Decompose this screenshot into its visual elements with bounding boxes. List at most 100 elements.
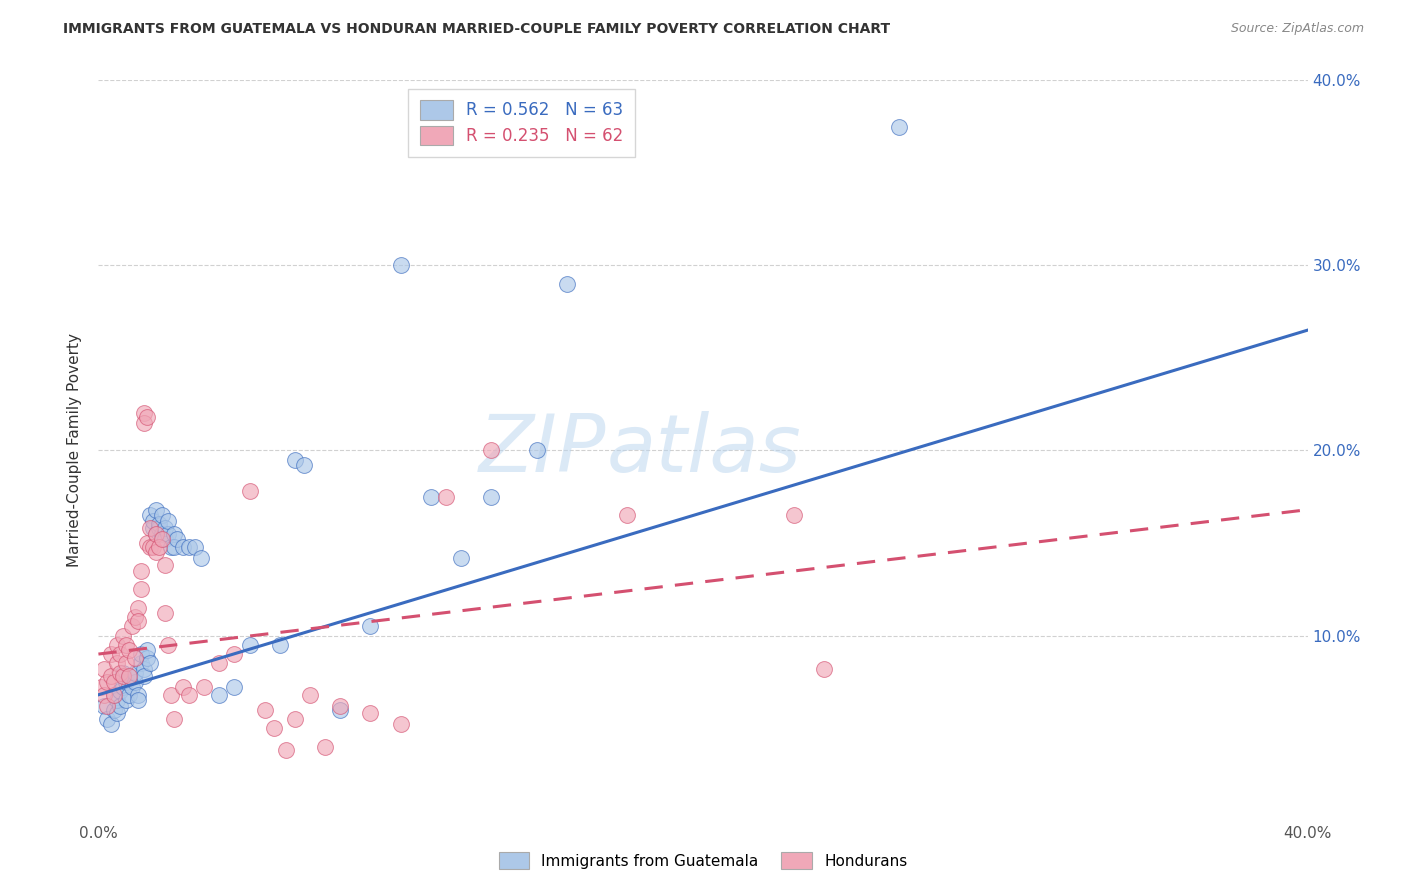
Point: [127, 693, 149, 707]
Point: [184, 540, 207, 554]
Point: [160, 540, 183, 554]
Point: [90, 681, 112, 695]
Point: [118, 669, 141, 683]
Point: [179, 688, 201, 702]
Point: [360, 706, 382, 721]
Point: [153, 533, 176, 547]
Point: [127, 600, 149, 615]
Point: [239, 638, 262, 652]
Point: [145, 545, 167, 559]
Point: [253, 703, 276, 717]
Point: [132, 416, 155, 430]
Point: [269, 638, 291, 652]
Point: [127, 688, 149, 702]
Point: [783, 508, 806, 523]
Point: [135, 410, 157, 425]
Point: [114, 693, 136, 707]
Point: [108, 665, 131, 680]
Point: [96, 674, 118, 689]
Point: [121, 619, 143, 633]
Point: [329, 698, 352, 713]
Point: [148, 521, 170, 535]
Point: [129, 657, 152, 671]
Point: [284, 712, 307, 726]
Point: [93, 698, 115, 713]
Point: [111, 681, 134, 695]
Point: [263, 721, 285, 735]
Point: [135, 650, 157, 665]
Point: [105, 693, 128, 707]
Point: [100, 647, 122, 661]
Point: [103, 688, 125, 702]
Point: [114, 657, 136, 671]
Point: [139, 521, 162, 535]
Point: [142, 540, 165, 554]
Point: [526, 443, 548, 458]
Point: [813, 662, 835, 676]
Point: [114, 638, 136, 652]
Point: [132, 662, 155, 676]
Point: [124, 665, 146, 680]
Text: ZIP: ZIP: [479, 411, 606, 490]
Point: [93, 688, 115, 702]
Point: [555, 277, 578, 291]
Point: [105, 706, 128, 721]
Point: [142, 514, 165, 528]
Point: [118, 669, 141, 683]
Point: [135, 643, 157, 657]
Point: [129, 582, 152, 597]
Point: [153, 607, 176, 621]
Point: [139, 508, 162, 523]
Point: [148, 540, 170, 554]
Point: [208, 657, 231, 671]
Point: [132, 669, 155, 683]
Point: [127, 614, 149, 628]
Point: [163, 526, 186, 541]
Point: [93, 662, 115, 676]
Point: [172, 681, 194, 695]
Point: [616, 508, 638, 523]
Point: [284, 452, 307, 467]
Point: [135, 536, 157, 550]
Point: [329, 703, 352, 717]
Point: [108, 647, 131, 661]
Point: [148, 517, 170, 532]
Point: [145, 526, 167, 541]
Point: [193, 681, 215, 695]
Point: [172, 540, 194, 554]
Point: [111, 669, 134, 683]
Point: [96, 712, 118, 726]
Point: [156, 526, 179, 541]
Point: [132, 407, 155, 421]
Point: [145, 526, 167, 541]
Point: [100, 717, 122, 731]
Point: [111, 628, 134, 642]
Point: [150, 508, 173, 523]
Point: [142, 521, 165, 535]
Point: [103, 703, 125, 717]
Point: [160, 688, 183, 702]
Point: [481, 490, 503, 504]
Point: [139, 657, 162, 671]
Y-axis label: Married-Couple Family Poverty: Married-Couple Family Poverty: [67, 334, 83, 567]
Point: [100, 669, 122, 683]
Point: [139, 540, 162, 554]
Point: [153, 558, 176, 573]
Point: [124, 610, 146, 624]
Point: [121, 681, 143, 695]
Point: [108, 684, 131, 698]
Point: [450, 550, 472, 565]
Text: IMMIGRANTS FROM GUATEMALA VS HONDURAN MARRIED-COUPLE FAMILY POVERTY CORRELATION : IMMIGRANTS FROM GUATEMALA VS HONDURAN MA…: [63, 22, 890, 37]
Point: [420, 490, 443, 504]
Point: [105, 657, 128, 671]
Point: [129, 564, 152, 578]
Point: [292, 458, 315, 473]
Point: [314, 739, 336, 754]
Point: [124, 650, 146, 665]
Point: [224, 681, 246, 695]
Point: [166, 533, 188, 547]
Point: [163, 712, 186, 726]
Point: [179, 540, 201, 554]
Point: [163, 540, 186, 554]
Point: [145, 502, 167, 516]
